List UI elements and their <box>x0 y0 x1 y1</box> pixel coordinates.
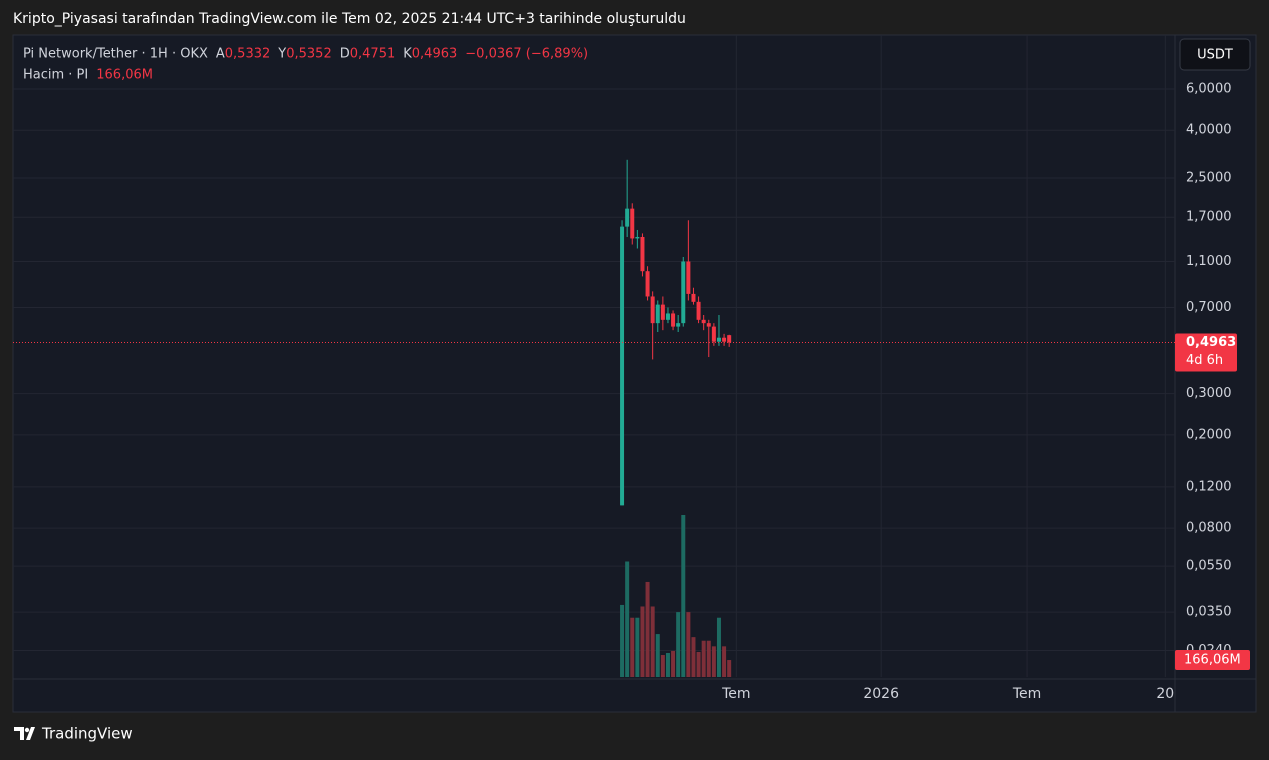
volume-label: 166,06M <box>1184 653 1241 668</box>
volume-bar <box>635 617 640 677</box>
candle-body <box>696 301 701 320</box>
volume-bar <box>630 617 635 677</box>
candle-body <box>681 261 686 324</box>
y-tick-label: 0,0350 <box>1186 605 1232 620</box>
candle-body <box>665 313 670 320</box>
volume-title: Hacim · PI <box>23 68 88 83</box>
volume-legend-value: 166,06M <box>96 68 153 83</box>
header-title: Kripto_Piyasasi tarafından TradingView.c… <box>13 11 686 27</box>
volume-bar <box>640 606 645 677</box>
candle-body <box>722 337 727 342</box>
candle-body <box>711 326 716 342</box>
volume-bar <box>711 646 716 677</box>
y-tick-label: 0,2000 <box>1186 427 1232 442</box>
candle-body <box>727 335 732 343</box>
y-tick-label: 0,3000 <box>1186 386 1232 401</box>
candle-body <box>691 293 696 302</box>
volume-bar <box>671 650 676 677</box>
volume-bar <box>716 617 721 677</box>
y-tick-label: 2,5000 <box>1186 171 1232 186</box>
currency-button[interactable] <box>1179 38 1251 71</box>
legend-title: Pi Network/Tether · 1H · OKX <box>23 47 208 62</box>
x-tick-label: 20 <box>1156 686 1174 702</box>
legend-value: 0,4963 <box>412 47 458 62</box>
candle-body <box>620 226 625 506</box>
legend-value: 0,5352 <box>286 47 332 62</box>
currency-label[interactable]: USDT <box>1197 48 1233 63</box>
legend-key: D <box>340 47 350 62</box>
countdown: 4d 6h <box>1186 353 1223 368</box>
volume-bar <box>696 651 701 677</box>
y-tick-label: 0,1200 <box>1186 479 1232 494</box>
legend-key: Y <box>277 47 286 62</box>
volume-bar <box>691 637 696 677</box>
candle-body <box>635 236 640 239</box>
volume-bar <box>722 646 727 677</box>
y-tick-label: 1,7000 <box>1186 210 1232 225</box>
volume-bar <box>620 604 625 677</box>
candle-body <box>640 236 645 272</box>
candle-body <box>630 208 635 239</box>
candle-body <box>686 261 691 294</box>
candle-body <box>671 313 676 327</box>
legend-key: K <box>403 47 412 62</box>
x-tick-label: Tem <box>721 686 750 702</box>
price-label-box <box>1175 333 1237 372</box>
y-tick-label: 1,1000 <box>1186 254 1232 269</box>
y-tick-label: 4,0000 <box>1186 123 1232 138</box>
candle-body <box>701 319 706 324</box>
y-tick-label: 0,0550 <box>1186 559 1232 574</box>
y-tick-label: 0,0800 <box>1186 521 1232 536</box>
volume-bar <box>727 660 732 677</box>
volume-bar <box>625 561 630 677</box>
legend-change: −0,0367 (−6,89%) <box>465 47 588 62</box>
chart-panel <box>12 34 1257 713</box>
x-tick-label: 2026 <box>863 686 899 702</box>
legend-key: A <box>216 47 225 62</box>
volume-bar <box>650 606 655 677</box>
y-tick-label: 6,0000 <box>1186 81 1232 96</box>
volume-label-box <box>1175 650 1250 671</box>
footer-brand: TradingView <box>41 725 133 743</box>
x-tick-label: Tem <box>1012 686 1041 702</box>
legend-value: 0,5332 <box>225 47 271 62</box>
volume-bar <box>701 640 706 677</box>
candle-body <box>716 337 721 342</box>
volume-bar <box>645 581 650 677</box>
candle-body <box>706 323 711 327</box>
candle-body <box>655 304 660 324</box>
y-tick-label: 0,7000 <box>1186 300 1232 315</box>
candle-body <box>625 208 630 227</box>
candle-body <box>660 304 665 320</box>
candle-body <box>676 323 681 327</box>
volume-bar <box>681 515 686 677</box>
volume-bar <box>660 655 665 677</box>
logo <box>14 727 35 740</box>
price-label: 0,4963 <box>1186 335 1236 350</box>
volume-bar <box>655 634 660 677</box>
candle-body <box>650 296 655 324</box>
volume-bar <box>686 612 691 677</box>
candle-body <box>645 271 650 297</box>
legend-value: 0,4751 <box>350 47 396 62</box>
volume-bar <box>706 640 711 677</box>
volume-bar <box>676 612 681 677</box>
volume-bar <box>665 652 670 677</box>
